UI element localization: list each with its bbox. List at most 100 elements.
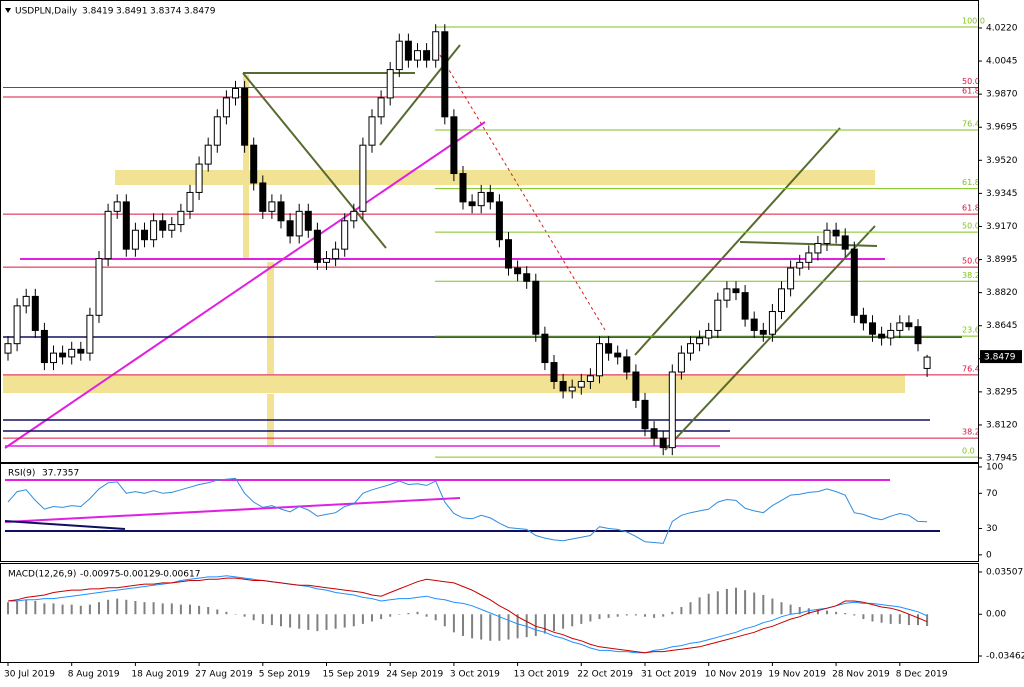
fib-label: 76.4	[962, 364, 980, 373]
candle-body	[659, 437, 667, 449]
macd-bar	[152, 602, 155, 615]
fib-label: 100.0	[962, 17, 985, 26]
y-tick-label: 100	[986, 462, 1003, 472]
macd-bar	[316, 614, 319, 632]
macd-bar	[780, 602, 783, 615]
candle-body	[122, 201, 130, 250]
fib-label: 50.0	[962, 222, 980, 231]
x-tick-label: 8 Dec 2019	[896, 670, 948, 680]
y-tick-label: 4.0045	[986, 57, 1018, 67]
macd-bar	[534, 614, 537, 636]
candle-body	[568, 386, 576, 392]
macd-bar	[334, 614, 337, 629]
macd-bar	[234, 614, 237, 615]
y-tick-label: 3.7945	[986, 454, 1018, 464]
macd-bar	[644, 614, 646, 617]
candle-body	[632, 371, 640, 401]
x-tick-label: 13 Oct 2019	[514, 670, 570, 680]
y-tick-label: 3.8995	[986, 255, 1018, 265]
fib-label: 0.0	[962, 447, 975, 456]
macd-bar	[125, 599, 128, 615]
candle-body	[4, 343, 12, 354]
drawn-line	[4, 497, 461, 523]
candle-body	[832, 229, 840, 237]
macd-bar	[107, 599, 110, 615]
macd-bar	[616, 614, 619, 617]
candle-body	[696, 337, 704, 345]
candle-body	[668, 371, 676, 449]
macd-bar	[725, 588, 728, 615]
candle-body	[450, 116, 458, 175]
last-price-label: 3.8479	[984, 353, 1016, 363]
x-tick-label: 30 Jul 2019	[4, 670, 55, 680]
candle-body	[50, 352, 57, 364]
macd-bar	[580, 614, 583, 624]
macd-bar	[452, 614, 455, 633]
candle-body	[559, 380, 567, 392]
candle-body	[477, 191, 485, 207]
candle-body	[732, 288, 740, 294]
macd-bar	[280, 614, 282, 627]
fib-label: 76.4	[962, 120, 980, 129]
macd-bar	[634, 614, 637, 616]
fib-levels: 100.076.461.850.038.223.60.050.061.861.8…	[3, 17, 985, 458]
candle-body	[68, 348, 76, 358]
macd-bar	[680, 607, 683, 615]
fib-label: 50.0	[962, 257, 980, 266]
candle-body	[550, 362, 558, 382]
macd-bar	[871, 614, 874, 622]
x-tick-label: 28 Nov 2019	[832, 670, 890, 680]
macd-bar	[625, 614, 628, 616]
macd-bar	[907, 614, 910, 626]
candle-body	[505, 239, 512, 269]
candle-body	[859, 314, 867, 324]
candle-body	[787, 267, 795, 290]
macd-bar	[289, 614, 292, 628]
candle-body	[286, 220, 294, 237]
macd-bar	[398, 614, 401, 615]
macd-bar	[270, 614, 273, 626]
header-value: 3.8479	[184, 7, 216, 17]
candle-body	[159, 220, 167, 231]
candle-body	[341, 220, 349, 250]
drawn-line	[634, 127, 841, 356]
macd-bar	[70, 604, 73, 615]
panel-frame	[0, 0, 979, 463]
macd-bar	[807, 608, 810, 615]
macd-bar	[543, 614, 546, 634]
candle-body	[677, 352, 685, 373]
fib-label: 61.8	[962, 178, 980, 187]
macd-bar	[826, 610, 828, 615]
candle-body	[186, 191, 194, 212]
candle-body	[923, 356, 931, 369]
macd-bar	[516, 614, 519, 639]
candle-body	[414, 50, 421, 61]
candle-body	[896, 322, 904, 331]
fib-label: 38.2	[962, 428, 980, 437]
macd-title: MACD(12,26,9)	[8, 570, 76, 580]
candle-body	[523, 273, 531, 282]
candle-body	[59, 352, 67, 358]
candle-body	[614, 352, 622, 358]
macd-bar	[61, 604, 64, 615]
macd-bar	[434, 614, 437, 621]
candle-body	[468, 201, 476, 207]
y-tick-label: 4.0220	[986, 23, 1018, 33]
candle-body	[823, 229, 831, 244]
macd-bar	[862, 614, 865, 620]
macd-bar	[898, 614, 901, 624]
header-value: 3.8491	[116, 7, 148, 17]
candle-body	[368, 116, 376, 146]
macd-bar	[380, 614, 383, 620]
macd-bar	[671, 611, 674, 615]
candle-body	[141, 229, 148, 241]
candle-body	[268, 201, 276, 212]
candle-body	[741, 292, 749, 320]
zone	[267, 262, 274, 374]
plot	[4, 24, 931, 654]
candle-body	[514, 267, 522, 275]
candle-body	[778, 288, 785, 313]
macd-bar	[798, 607, 801, 615]
y-tick-label: 0	[986, 550, 992, 560]
